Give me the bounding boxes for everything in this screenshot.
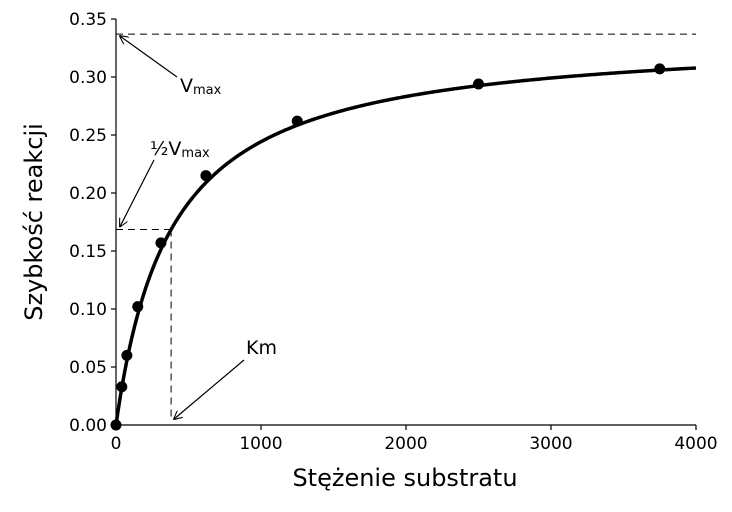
data-point (116, 381, 128, 393)
series (110, 63, 697, 431)
annotations: Vmax ½Vmax Km (120, 36, 277, 419)
y-tick-label: 0.35 (69, 10, 107, 30)
data-point (200, 170, 212, 182)
axes: 0.00 0.05 0.10 0.15 0.20 0.25 0.30 0.35 0 1000 200… (69, 10, 717, 454)
data-point (291, 115, 303, 127)
km-arrow (174, 359, 245, 419)
x-axis-label: Stężenie substratu (292, 464, 517, 492)
half-vmax-label: ½Vmax (150, 138, 210, 161)
vmax-arrow (120, 36, 178, 78)
half-vmax-arrow (120, 159, 155, 227)
data-point (132, 301, 144, 313)
y-tick-label: 0.25 (69, 126, 107, 146)
km-label: Km (246, 337, 277, 359)
data-point (473, 78, 484, 90)
y-axis-label: Szybkość reakcji (20, 123, 48, 321)
x-tick-label: 0 (111, 434, 122, 454)
axis-labels: Stężenie substratu Szybkość reakcji (20, 123, 518, 492)
vmax-label: Vmax (180, 75, 222, 98)
data-point (110, 419, 122, 431)
y-tick-label: 0.10 (69, 300, 107, 320)
y-tick-label: 0.30 (69, 68, 107, 88)
guide-lines (116, 33, 696, 421)
x-tick-label: 2000 (384, 434, 427, 454)
fit-curve (114, 66, 697, 426)
y-tick-label: 0.20 (69, 184, 107, 204)
y-tick-label: 0.05 (69, 358, 107, 378)
x-tick-label: 1000 (239, 434, 282, 454)
x-tick-label: 3000 (529, 434, 572, 454)
data-point (121, 349, 133, 361)
data-point (155, 237, 167, 249)
x-tick-label: 4000 (674, 434, 717, 454)
y-tick-label: 0.15 (69, 242, 107, 262)
data-point (654, 63, 666, 75)
y-tick-label: 0.00 (69, 416, 107, 436)
